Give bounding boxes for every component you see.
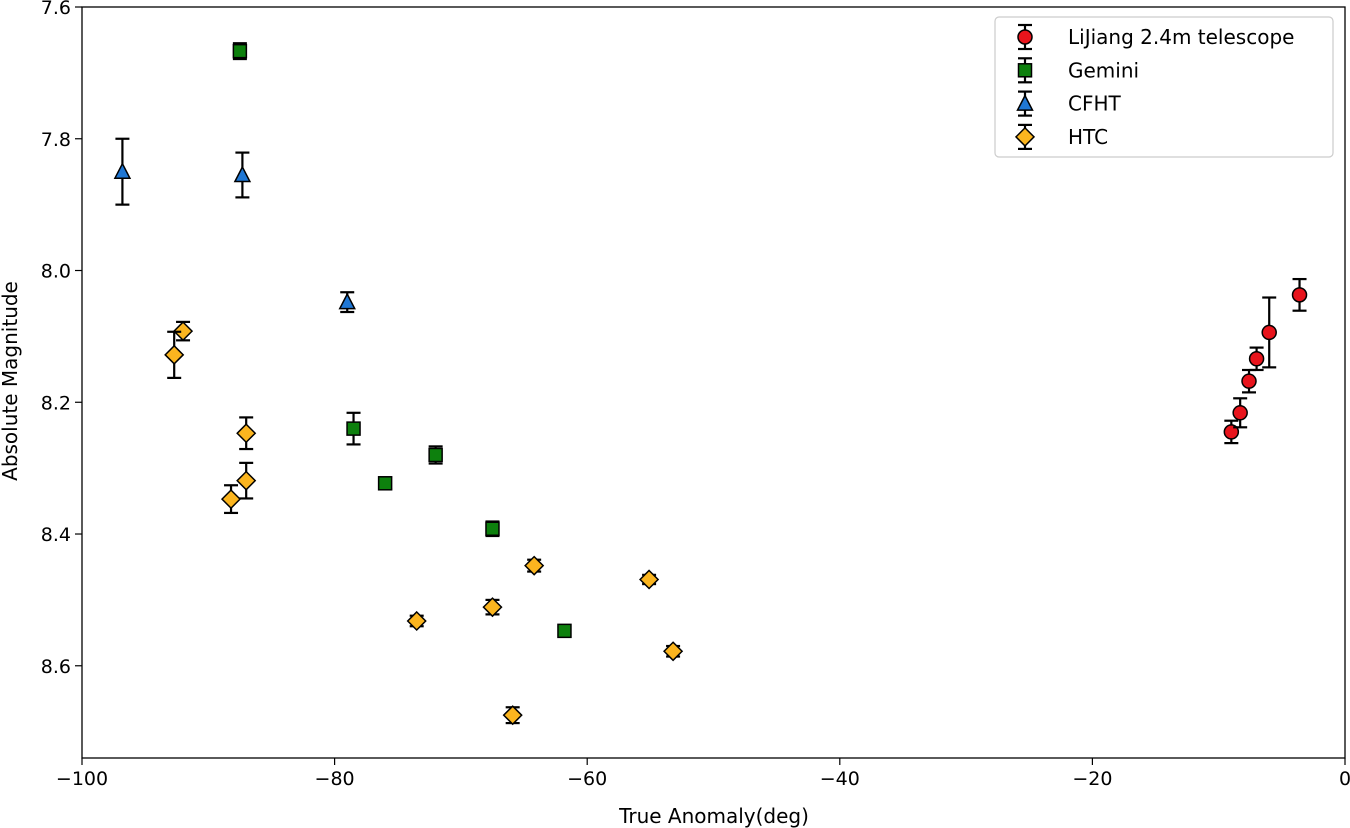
x-tick-label: −60	[567, 768, 607, 790]
data-point	[233, 165, 252, 183]
data-point	[236, 470, 257, 491]
legend-entry: LiJiang 2.4m telescope	[1017, 23, 1294, 51]
legend-label: HTC	[1068, 125, 1108, 149]
data-point	[1223, 424, 1240, 440]
legend-entry: CFHT	[1016, 90, 1122, 117]
legend-marker	[1016, 93, 1034, 111]
data-point	[639, 569, 660, 590]
data-point	[1232, 405, 1248, 421]
legend-label: LiJiang 2.4m telescope	[1068, 25, 1294, 49]
legend-label: CFHT	[1068, 92, 1122, 116]
data-point	[524, 555, 545, 576]
y-tick-label: 8.0	[41, 261, 71, 283]
x-tick-label: −20	[1072, 768, 1112, 790]
data-point	[172, 321, 194, 342]
legend-box	[994, 16, 1334, 158]
data-point	[1291, 287, 1308, 303]
data-point	[220, 489, 242, 510]
y-tick-label: 8.2	[41, 392, 71, 414]
data-point	[502, 705, 523, 726]
data-point	[428, 447, 443, 463]
axis-ticks: −100 −80 −60 −40 −20 0 7.6 7.8 8.0 8.2 8.4 8.6	[41, 0, 1350, 790]
data-point	[406, 610, 427, 632]
series-circle	[1223, 277, 1308, 445]
data-point	[1261, 324, 1277, 341]
series-square	[232, 42, 572, 639]
legend: LiJiang 2.4m telescope Gemini CFHT HTC	[994, 16, 1334, 158]
data-point	[338, 292, 356, 310]
series-triangle	[113, 137, 356, 314]
y-axis-label: Absolute Magnitude	[0, 281, 22, 481]
x-tick-label: −40	[820, 768, 860, 790]
x-tick-label: 0	[1339, 768, 1350, 790]
data-point	[113, 162, 132, 179]
data-point	[236, 423, 257, 444]
series-diamond	[164, 320, 684, 726]
x-tick-label: −100	[56, 768, 108, 790]
y-tick-label: 8.6	[41, 656, 71, 678]
plot-area-frame	[81, 6, 1346, 759]
legend-label: Gemini	[1068, 58, 1139, 82]
data-point	[377, 476, 393, 491]
data-marks	[113, 42, 1308, 726]
legend-marker	[1017, 63, 1033, 78]
data-point	[346, 421, 361, 436]
legend-marker	[1017, 29, 1033, 45]
data-point	[557, 623, 572, 639]
data-point	[482, 597, 503, 618]
data-point	[663, 641, 684, 662]
data-point	[485, 521, 500, 536]
y-tick-label: 7.6	[41, 0, 71, 19]
data-point	[164, 344, 185, 365]
x-axis-label: True Anomaly(deg)	[618, 804, 809, 828]
y-tick-label: 7.8	[41, 129, 71, 151]
legend-entry: Gemini	[1017, 57, 1139, 84]
y-tick-label: 8.4	[41, 524, 71, 546]
data-point	[1241, 373, 1257, 389]
x-tick-label: −80	[315, 768, 355, 790]
data-point	[232, 43, 248, 59]
data-point	[1248, 351, 1265, 367]
legend-marker	[1014, 126, 1036, 147]
legend-entry: HTC	[1014, 123, 1108, 150]
